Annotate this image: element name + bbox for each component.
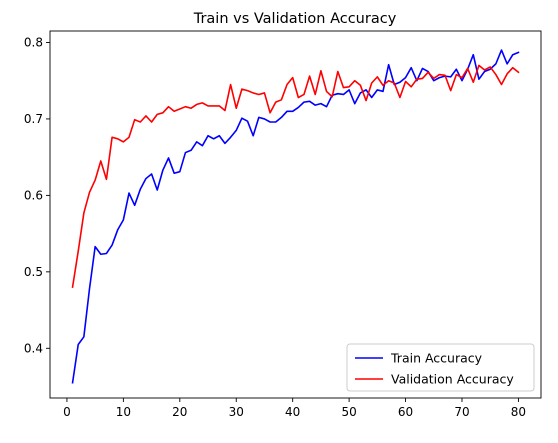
y-tick-label: 0.5	[24, 265, 43, 279]
legend-box	[346, 343, 535, 392]
x-tick-label: 30	[229, 405, 244, 419]
legend-label-train-accuracy: Train Accuracy	[390, 351, 483, 366]
x-tick-label: 0	[63, 405, 71, 419]
x-tick-label: 70	[454, 405, 469, 419]
x-tick-label: 80	[511, 405, 526, 419]
plot-area: 0 10 20 30 40 50 60 70 80 0.4 0.5 0.6 0.7 0.8	[24, 30, 542, 419]
series-line-validation-accuracy	[71, 64, 520, 289]
x-tick-label: 20	[172, 405, 187, 419]
chart-title: Train vs Validation Accuracy	[193, 11, 397, 27]
y-tick-label: 0.6	[24, 188, 43, 202]
x-tick-label: 50	[341, 405, 356, 419]
series-line-train-accuracy	[71, 49, 520, 384]
y-tick-label: 0.8	[24, 35, 43, 49]
x-tick-label: 40	[285, 405, 300, 419]
axes-frame	[49, 30, 542, 399]
chart-legend: Train Accuracy Validation Accuracy	[346, 343, 535, 392]
legend-label-validation-accuracy: Validation Accuracy	[391, 372, 514, 387]
x-tick-label: 60	[398, 405, 413, 419]
x-tick-label: 10	[116, 405, 131, 419]
y-tick-label: 0.4	[24, 341, 43, 355]
y-tick-label: 0.7	[24, 112, 43, 126]
